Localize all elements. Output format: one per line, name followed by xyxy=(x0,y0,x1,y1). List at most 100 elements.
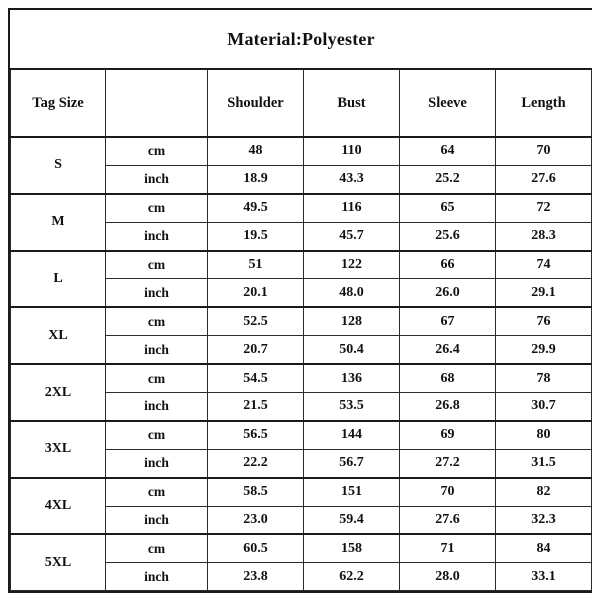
cell-shoulder-inch: 20.7 xyxy=(207,335,304,365)
cell-bust-cm: 122 xyxy=(303,249,400,280)
cell-bust-cm: 128 xyxy=(303,306,400,337)
cell-shoulder-inch: 21.5 xyxy=(207,392,304,422)
cell-length-inch: 28.3 xyxy=(494,221,593,252)
cell-bust-inch: 48.0 xyxy=(303,278,400,308)
chart-title: Material:Polyester xyxy=(10,10,592,70)
cell-length-inch: 27.6 xyxy=(494,164,593,195)
cell-sleeve-cm: 69 xyxy=(399,419,496,450)
cell-bust-cm: 116 xyxy=(303,192,400,223)
unit-label-inch: inch xyxy=(105,392,208,422)
size-label-xl: XL xyxy=(10,306,106,365)
cell-sleeve-inch: 26.8 xyxy=(399,392,496,422)
cell-shoulder-cm: 60.5 xyxy=(207,533,304,564)
header-sleeve: Sleeve xyxy=(399,68,496,138)
cell-sleeve-cm: 71 xyxy=(399,533,496,564)
cell-sleeve-cm: 65 xyxy=(399,192,496,223)
cell-length-inch: 33.1 xyxy=(494,562,593,591)
cell-sleeve-cm: 70 xyxy=(399,476,496,507)
table-row: inch 19.5 45.7 25.6 28.3 xyxy=(11,221,593,252)
table-row: inch 23.0 59.4 27.6 32.3 xyxy=(11,505,593,535)
cell-length-cm: 84 xyxy=(494,533,593,564)
cell-shoulder-inch: 23.8 xyxy=(207,562,304,591)
table-row: 4XL cm 58.5 151 70 82 xyxy=(10,476,593,535)
cell-bust-inch: 62.2 xyxy=(303,562,400,591)
table-row: inch 21.5 53.5 26.8 30.7 xyxy=(11,392,593,422)
cell-length-inch: 30.7 xyxy=(494,392,593,422)
cell-bust-cm: 158 xyxy=(303,533,400,564)
cell-shoulder-cm: 58.5 xyxy=(207,476,304,507)
unit-label-cm: cm xyxy=(105,476,208,507)
header-shoulder: Shoulder xyxy=(207,68,304,138)
size-label-5xl: 5XL xyxy=(10,533,106,592)
cell-length-inch: 29.9 xyxy=(494,335,593,365)
cell-sleeve-cm: 67 xyxy=(399,306,496,337)
cell-length-inch: 32.3 xyxy=(494,505,593,535)
table-row: inch 18.9 43.3 25.2 27.6 xyxy=(11,164,593,195)
cell-length-inch: 31.5 xyxy=(494,448,593,479)
cell-length-cm: 80 xyxy=(494,419,593,450)
table-row: 2XL cm 54.5 136 68 78 xyxy=(10,363,593,422)
size-chart-container: Material:Polyester Tag Size Shoulder Bus… xyxy=(8,8,593,593)
cell-length-cm: 76 xyxy=(494,306,593,337)
table-row: inch 20.7 50.4 26.4 29.9 xyxy=(11,335,593,365)
unit-label-inch: inch xyxy=(105,221,208,252)
table-row: inch 23.8 62.2 28.0 33.1 xyxy=(11,562,593,591)
unit-label-inch: inch xyxy=(105,164,208,195)
cell-length-cm: 72 xyxy=(494,192,593,223)
cell-shoulder-cm: 48 xyxy=(207,135,304,166)
cell-bust-inch: 45.7 xyxy=(303,221,400,252)
unit-label-cm: cm xyxy=(105,419,208,450)
cell-shoulder-cm: 51 xyxy=(207,249,304,280)
unit-label-cm: cm xyxy=(105,249,208,280)
cell-sleeve-inch: 25.6 xyxy=(399,221,496,252)
cell-bust-inch: 56.7 xyxy=(303,448,400,479)
cell-shoulder-cm: 56.5 xyxy=(207,419,304,450)
table-row: inch 20.1 48.0 26.0 29.1 xyxy=(11,278,593,308)
size-chart-table: Material:Polyester Tag Size Shoulder Bus… xyxy=(10,10,593,592)
cell-bust-inch: 43.3 xyxy=(303,164,400,195)
cell-sleeve-inch: 27.6 xyxy=(399,505,496,535)
unit-label-cm: cm xyxy=(105,363,208,394)
cell-bust-inch: 50.4 xyxy=(303,335,400,365)
header-tag-size: Tag Size xyxy=(10,68,106,138)
cell-shoulder-inch: 23.0 xyxy=(207,505,304,535)
cell-sleeve-inch: 25.2 xyxy=(399,164,496,195)
cell-shoulder-cm: 49.5 xyxy=(207,192,304,223)
unit-label-cm: cm xyxy=(105,192,208,223)
cell-length-cm: 78 xyxy=(494,363,593,394)
cell-bust-cm: 144 xyxy=(303,419,400,450)
table-row: 3XL cm 56.5 144 69 80 xyxy=(10,419,593,479)
cell-shoulder-inch: 18.9 xyxy=(207,164,304,195)
cell-bust-cm: 151 xyxy=(303,476,400,507)
cell-sleeve-cm: 68 xyxy=(399,363,496,394)
size-label-s: S xyxy=(10,136,106,195)
cell-bust-cm: 110 xyxy=(303,135,400,166)
unit-label-cm: cm xyxy=(105,533,208,564)
cell-sleeve-inch: 26.4 xyxy=(399,335,496,365)
cell-sleeve-cm: 64 xyxy=(399,135,496,166)
size-label-l: L xyxy=(10,249,106,308)
unit-label-inch: inch xyxy=(105,335,208,365)
size-label-m: M xyxy=(10,192,106,252)
cell-length-inch: 29.1 xyxy=(494,278,593,308)
cell-bust-inch: 53.5 xyxy=(303,392,400,422)
cell-bust-cm: 136 xyxy=(303,363,400,394)
header-bust: Bust xyxy=(303,68,400,138)
unit-label-cm: cm xyxy=(105,135,208,166)
header-unit xyxy=(105,68,208,138)
cell-sleeve-inch: 26.0 xyxy=(399,278,496,308)
unit-label-inch: inch xyxy=(105,505,208,535)
column-header-row: Tag Size Shoulder Bust Sleeve Length xyxy=(10,68,593,138)
header-length: Length xyxy=(494,68,593,138)
table-row: inch 22.2 56.7 27.2 31.5 xyxy=(11,448,593,479)
unit-label-inch: inch xyxy=(105,278,208,308)
unit-label-cm: cm xyxy=(105,306,208,337)
unit-label-inch: inch xyxy=(105,448,208,479)
cell-shoulder-inch: 19.5 xyxy=(207,221,304,252)
unit-label-inch: inch xyxy=(105,562,208,591)
cell-length-cm: 74 xyxy=(494,249,593,280)
cell-length-cm: 82 xyxy=(494,476,593,507)
